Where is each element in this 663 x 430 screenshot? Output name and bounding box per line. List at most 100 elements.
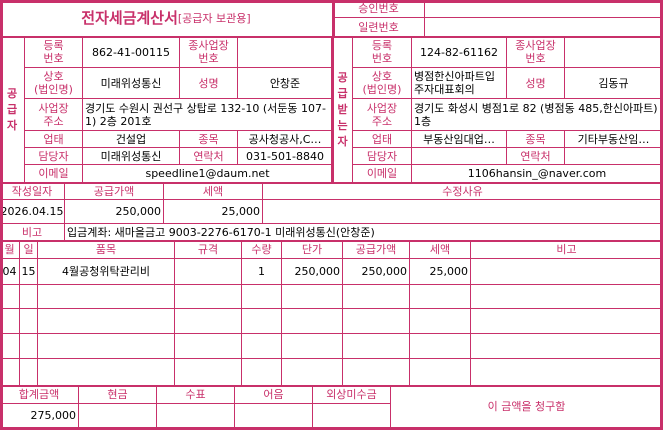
tax-value: 25,000	[164, 200, 263, 224]
supplier-address-label: 사업장 주소	[25, 99, 83, 131]
item-header: 월	[0, 241, 20, 259]
supplier-side-label: 공 급 자	[0, 37, 25, 183]
item-header: 비고	[471, 241, 663, 259]
receiver-company: 병점한신아파트입주자대표회의	[412, 68, 507, 99]
item-header: 규격	[175, 241, 242, 259]
total-header: 현금	[79, 386, 157, 404]
border-line	[0, 240, 663, 242]
item-cell	[410, 285, 471, 309]
supplier-name: 안창준	[238, 68, 333, 99]
item-cell	[38, 309, 175, 334]
item-cell	[242, 309, 282, 334]
receiver-side-label: 공 급 받 는 자	[333, 37, 353, 183]
supplier-reg-no: 862-41-00115	[83, 37, 180, 68]
receiver-contact-label: 담당자	[353, 148, 412, 165]
total-value	[235, 404, 313, 428]
receiver-biz-type: 부동산임대업…	[412, 131, 507, 148]
receiver-reg-no-label: 등록 번호	[353, 37, 412, 68]
item-cell	[20, 309, 38, 334]
item-cell	[410, 359, 471, 386]
item-cell	[0, 309, 20, 334]
supplier-email: speedline1@daum.net	[83, 165, 333, 183]
receiver-biz-type-label: 업태	[353, 131, 412, 148]
item-cell	[471, 309, 663, 334]
item-cell	[175, 359, 242, 386]
receiver-address: 경기도 화성시 병점1로 82 (병점동 485,한신아파트) 1층	[412, 99, 663, 131]
total-header: 어음	[235, 386, 313, 404]
receiver-sub-biz-label: 종사업장 번호	[507, 37, 565, 68]
reason-value	[263, 200, 663, 224]
item-cell	[175, 259, 242, 285]
item-cell	[343, 334, 410, 359]
approval-no-label: 승인번호	[333, 0, 425, 18]
receiver-email-label: 이메일	[353, 165, 412, 183]
item-cell	[20, 285, 38, 309]
invoice-title: 전자세금계산서 [공급자 보관용]	[0, 0, 333, 37]
item-cell	[38, 334, 175, 359]
item-cell	[343, 359, 410, 386]
item-cell	[410, 309, 471, 334]
item-cell: 04	[0, 259, 20, 285]
total-value	[313, 404, 391, 428]
item-cell: 250,000	[282, 259, 343, 285]
item-cell	[471, 285, 663, 309]
total-value	[79, 404, 157, 428]
item-cell	[38, 285, 175, 309]
supplier-name-label: 성명	[180, 68, 238, 99]
item-cell	[175, 285, 242, 309]
claim-text: 이 금액을 청구함	[391, 386, 663, 428]
border-line	[0, 0, 663, 3]
item-header: 공급가액	[343, 241, 410, 259]
receiver-reg-no: 124-82-61162	[412, 37, 507, 68]
supplier-reg-no-label: 등록 번호	[25, 37, 83, 68]
total-header: 합계금액	[0, 386, 79, 404]
border-line	[0, 0, 3, 430]
note-value: 입금계좌: 새마을금고 9003-2276-6170-1 미래위성통신(안창준)	[65, 224, 663, 241]
item-cell	[471, 334, 663, 359]
receiver-contact	[412, 148, 507, 165]
item-header: 세액	[410, 241, 471, 259]
border-line	[0, 427, 663, 430]
serial-no-value	[425, 18, 663, 37]
total-value	[157, 404, 235, 428]
supplier-sub-biz	[238, 37, 333, 68]
reason-label: 수정사유	[263, 183, 663, 200]
item-cell	[471, 359, 663, 386]
total-header: 수표	[157, 386, 235, 404]
item-cell: 4월공청위탁관리비	[38, 259, 175, 285]
item-header: 일	[20, 241, 38, 259]
supplier-company: 미래위성통신	[83, 68, 180, 99]
supplier-contact: 미래위성통신	[83, 148, 180, 165]
supplier-company-label: 상호 (법인명)	[25, 68, 83, 99]
item-cell	[175, 309, 242, 334]
serial-no-label: 일련번호	[333, 18, 425, 37]
supply-label: 공급가액	[65, 183, 164, 200]
item-cell	[343, 309, 410, 334]
supplier-item-label: 종목	[180, 131, 238, 148]
item-cell: 1	[242, 259, 282, 285]
title-sub: [공급자 보관용]	[177, 11, 251, 25]
item-cell: 250,000	[343, 259, 410, 285]
receiver-phone-label: 연락처	[507, 148, 565, 165]
item-cell	[282, 285, 343, 309]
item-cell	[282, 359, 343, 386]
supplier-phone-label: 연락처	[180, 148, 238, 165]
supplier-biz-type: 건설업	[83, 131, 180, 148]
item-cell	[242, 334, 282, 359]
border-line	[331, 36, 334, 184]
item-cell	[175, 334, 242, 359]
receiver-address-label: 사업장 주소	[353, 99, 412, 131]
item-cell	[20, 334, 38, 359]
item-cell	[471, 259, 663, 285]
receiver-company-label: 상호 (법인명)	[353, 68, 412, 99]
supplier-email-label: 이메일	[25, 165, 83, 183]
border-line	[0, 385, 663, 387]
date-label: 작성일자	[0, 183, 65, 200]
receiver-phone	[565, 148, 663, 165]
supplier-contact-label: 담당자	[25, 148, 83, 165]
supplier-item: 공사청공사,C…	[238, 131, 333, 148]
item-cell	[20, 359, 38, 386]
item-cell	[0, 334, 20, 359]
border-line	[333, 0, 335, 37]
